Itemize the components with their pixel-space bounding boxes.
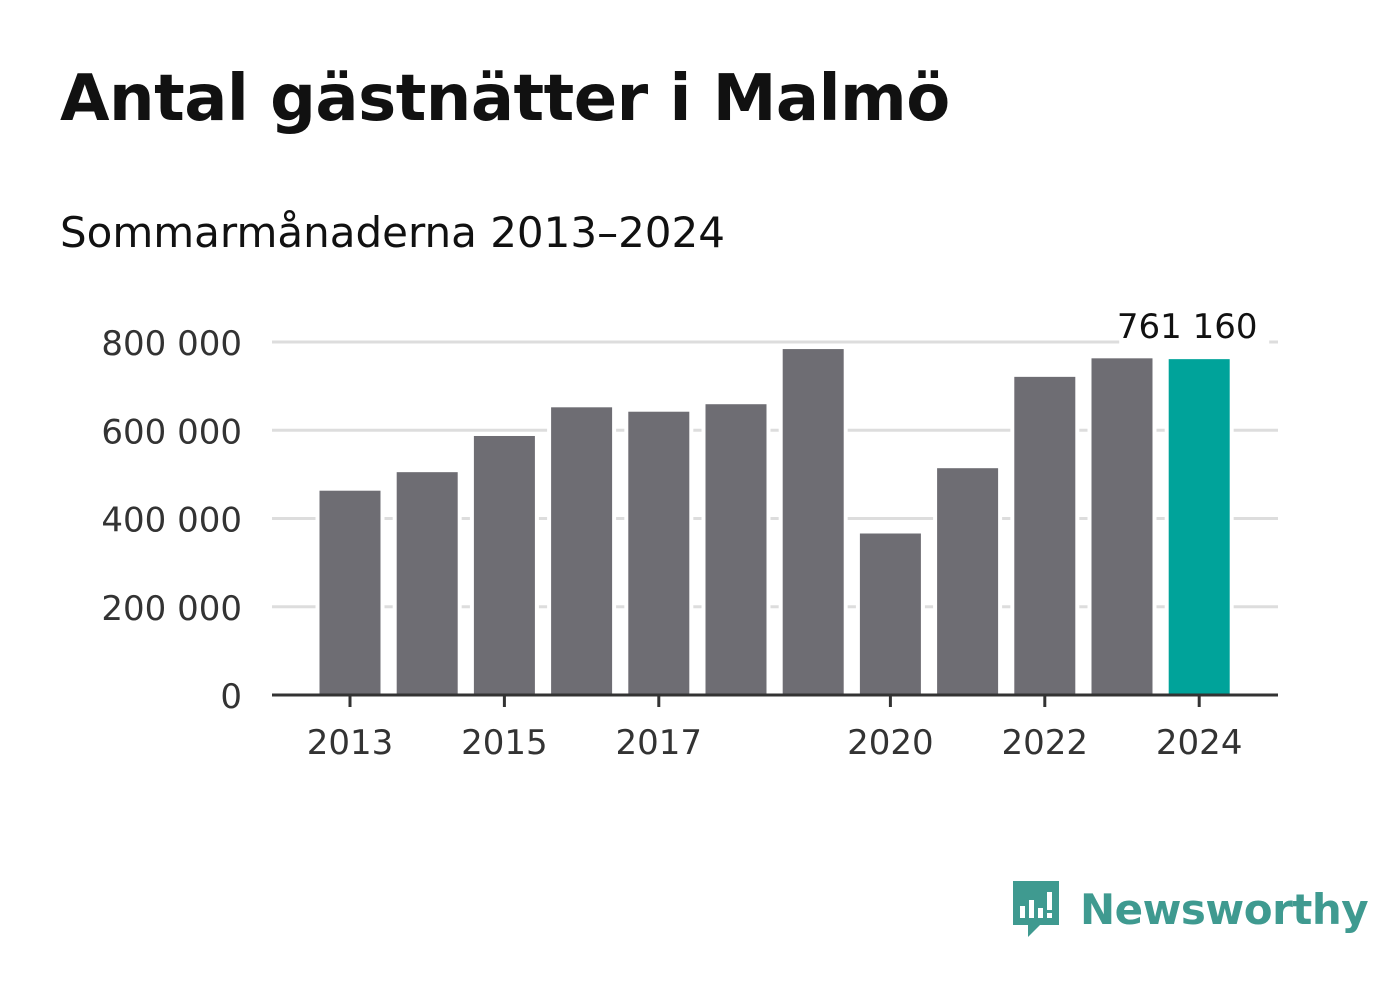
bar-2022	[1014, 376, 1076, 695]
x-tick-label: 2017	[616, 723, 703, 763]
x-tick-label: 2015	[461, 723, 548, 763]
newsworthy-logo-icon	[1013, 881, 1059, 937]
bar-2020	[859, 533, 921, 695]
chart-title: Antal gästnätter i Malmö	[60, 62, 950, 136]
data-label-2024: 761 160	[1117, 307, 1258, 347]
x-tick-label: 2022	[1002, 723, 1089, 763]
y-tick-label: 800 000	[101, 324, 242, 364]
bar-2023	[1091, 358, 1153, 695]
bar-2018	[705, 404, 767, 695]
annotation-background	[1119, 304, 1270, 344]
bar-2024	[1168, 359, 1230, 695]
bar-2015	[473, 435, 535, 695]
brand: Newsworthy	[1010, 878, 1369, 940]
bar-2016	[551, 407, 613, 695]
bar-2019	[782, 349, 844, 695]
bar-2014	[396, 472, 458, 695]
x-tick-label: 2013	[307, 723, 394, 763]
chart-subtitle: Sommarmånaderna 2013–2024	[60, 208, 725, 257]
y-tick-label: 0	[220, 677, 242, 717]
y-tick-label: 600 000	[101, 412, 242, 452]
y-tick-label: 200 000	[101, 589, 242, 629]
brand-name: Newsworthy	[1080, 884, 1369, 934]
bar-2013	[319, 490, 381, 695]
x-tick-label: 2020	[847, 723, 934, 763]
x-tick-label: 2024	[1156, 723, 1243, 763]
bar-2017	[628, 411, 690, 695]
bar-2021	[937, 468, 999, 695]
y-tick-label: 400 000	[101, 501, 242, 541]
